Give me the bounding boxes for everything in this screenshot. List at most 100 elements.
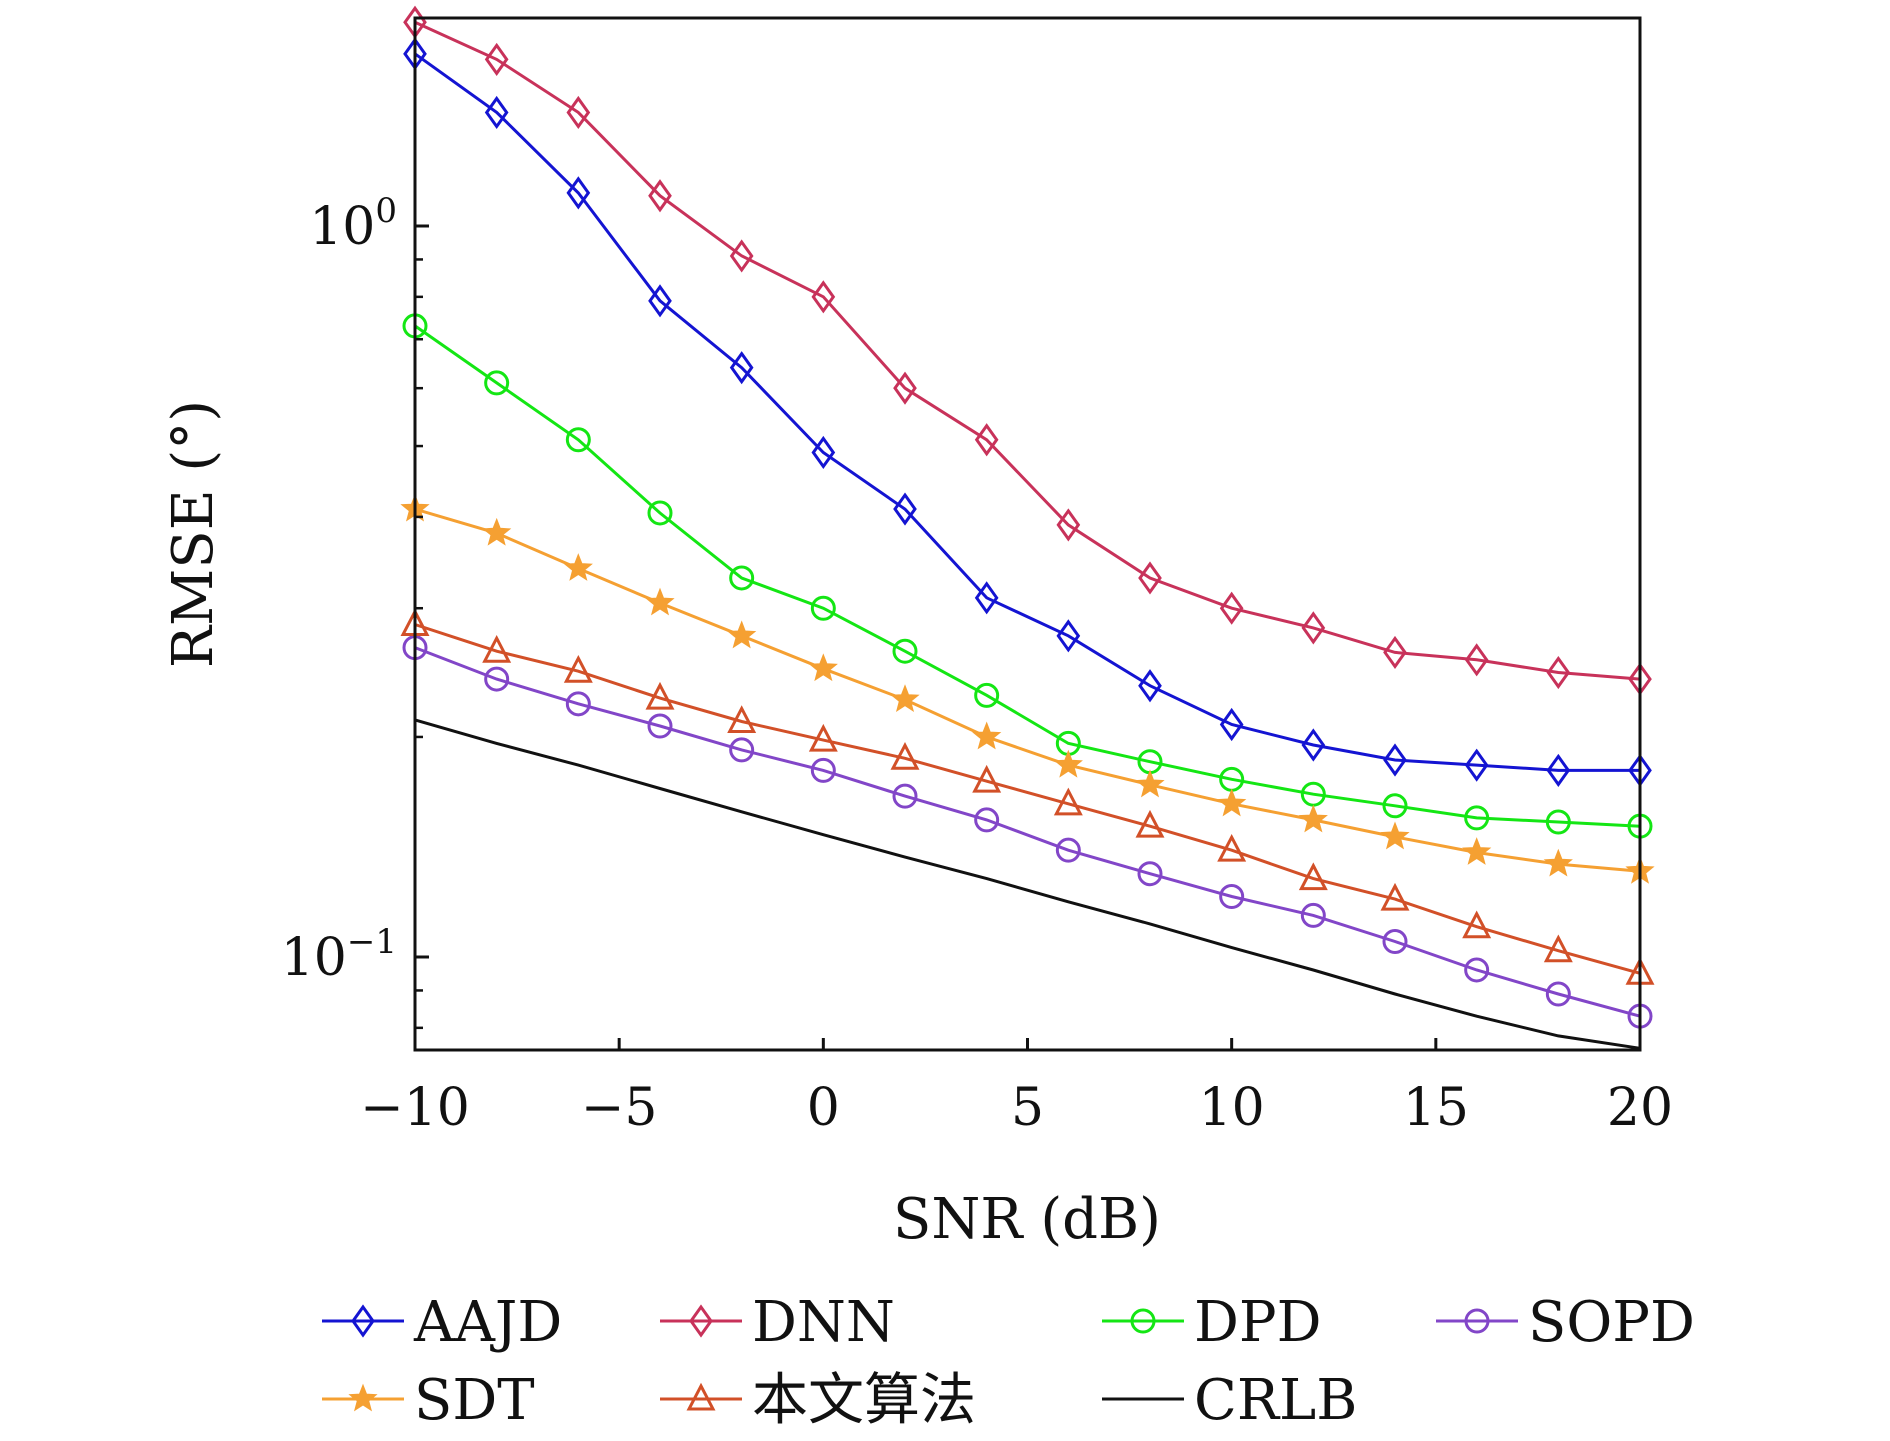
- data-point: [1383, 635, 1407, 670]
- data-point: [808, 723, 838, 752]
- plot-marks: [400, 5, 1655, 1050]
- series-SOPD: [402, 635, 1653, 1029]
- data-point: [1545, 809, 1571, 835]
- data-point: [484, 95, 509, 130]
- data-point: [1546, 655, 1571, 690]
- legend-label: 本文算法: [752, 1368, 976, 1433]
- data-point: [484, 42, 509, 76]
- data-point: [1217, 788, 1247, 817]
- legend-marker: [351, 1304, 375, 1338]
- series-本文算法: [400, 608, 1655, 985]
- data-point: [892, 783, 918, 809]
- series-DPD: [402, 313, 1653, 839]
- legend-label: CRLB: [1194, 1368, 1357, 1433]
- data-point: [1053, 749, 1083, 778]
- data-point: [808, 653, 838, 682]
- data-point: [972, 764, 1002, 793]
- data-point: [727, 620, 757, 649]
- data-point: [893, 492, 917, 526]
- data-point: [1300, 902, 1326, 928]
- series-CRLB: [414, 718, 1641, 1050]
- data-point: [563, 654, 593, 683]
- legend-item: DNN: [660, 1290, 895, 1355]
- data-point: [1053, 787, 1083, 816]
- series-line: [414, 646, 1641, 1018]
- legend-item: CRLB: [1102, 1368, 1357, 1433]
- legend: AAJD DNN DPD SOPD SDT 本文算法 CRLB: [322, 1290, 1695, 1433]
- data-point: [484, 666, 510, 692]
- data-point: [729, 737, 755, 763]
- x-tick-label: −10: [360, 1078, 470, 1138]
- data-point: [727, 705, 757, 733]
- x-tick-label: 20: [1607, 1078, 1673, 1138]
- y-axis-title: RMSE (°): [161, 400, 226, 668]
- x-tick-label: 15: [1403, 1078, 1469, 1138]
- data-point: [811, 280, 836, 314]
- data-point: [1462, 837, 1492, 865]
- data-point: [974, 581, 999, 615]
- series-line: [414, 507, 1641, 873]
- data-point: [1380, 882, 1410, 911]
- x-tick-label: 0: [807, 1078, 840, 1138]
- data-point: [1056, 508, 1081, 542]
- data-point: [647, 500, 673, 526]
- data-point: [729, 239, 754, 273]
- legend-item: SOPD: [1436, 1290, 1695, 1355]
- legend-label: DPD: [1194, 1290, 1321, 1355]
- plot-frame: [413, 16, 1642, 1052]
- legend-item: 本文算法: [660, 1368, 976, 1433]
- data-point: [974, 423, 999, 457]
- data-point: [645, 681, 675, 710]
- series-AAJD: [403, 37, 1652, 787]
- legend-label: AAJD: [413, 1290, 562, 1355]
- data-point: [1380, 821, 1410, 850]
- data-point: [1543, 848, 1573, 877]
- data-point: [893, 371, 917, 405]
- series-SDT: [400, 493, 1655, 884]
- data-point: [1135, 809, 1165, 838]
- data-point: [1135, 769, 1165, 798]
- legend-marker: [348, 1383, 378, 1412]
- legend-item: AAJD: [322, 1290, 562, 1355]
- data-point: [1219, 591, 1244, 625]
- data-point: [1138, 669, 1162, 703]
- data-point: [1382, 929, 1408, 955]
- legend-label: SDT: [414, 1368, 535, 1433]
- data-point: [1056, 619, 1081, 653]
- data-point: [1298, 862, 1328, 891]
- data-point: [565, 427, 591, 453]
- data-point: [1219, 883, 1245, 909]
- data-point: [1462, 910, 1492, 939]
- data-point: [1055, 837, 1081, 863]
- data-point: [811, 435, 836, 470]
- data-point: [647, 713, 673, 739]
- legend-marker: [1464, 1308, 1490, 1334]
- data-point: [1543, 934, 1573, 963]
- data-point: [645, 587, 675, 616]
- data-point: [566, 176, 591, 210]
- data-point: [1464, 957, 1490, 983]
- data-point: [1464, 748, 1489, 782]
- x-tick-label: 5: [1011, 1078, 1044, 1138]
- x-tick-label: 10: [1199, 1078, 1265, 1138]
- series-line: [414, 52, 1640, 772]
- legend-label: DNN: [752, 1290, 895, 1355]
- y-tick-label: 10−1: [281, 922, 397, 988]
- series-line: [414, 324, 1641, 828]
- legend-item: SDT: [322, 1368, 535, 1433]
- series-line: [414, 718, 1641, 1050]
- data-point: [974, 807, 1000, 833]
- data-point: [1383, 743, 1407, 777]
- data-point: [1217, 833, 1247, 862]
- data-point: [972, 721, 1002, 750]
- data-point: [1138, 561, 1162, 595]
- data-point: [892, 638, 918, 664]
- series-line: [414, 623, 1641, 975]
- data-point: [974, 682, 1000, 708]
- series-line: [414, 20, 1641, 681]
- x-axis-title: SNR (dB): [893, 1187, 1161, 1252]
- data-point: [1382, 793, 1408, 819]
- data-point: [1137, 861, 1163, 887]
- data-point: [1546, 753, 1571, 787]
